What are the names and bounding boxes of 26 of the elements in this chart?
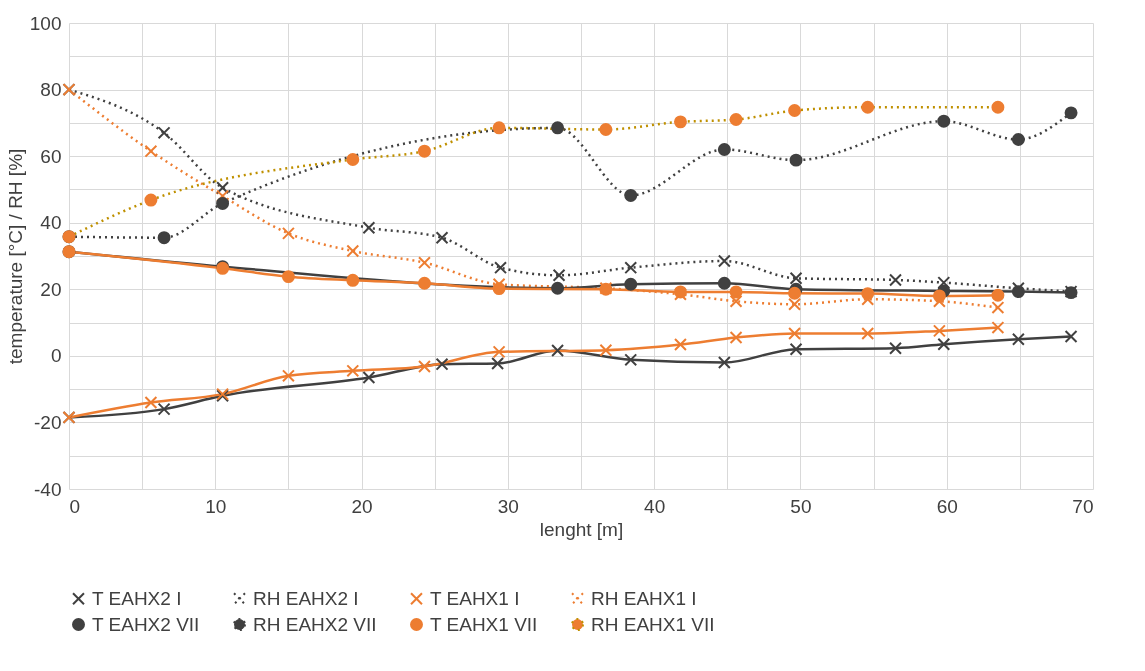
x-tick-label: 20: [351, 495, 373, 517]
x-tick-label: 40: [644, 495, 666, 517]
y-tick-label: -40: [34, 478, 62, 500]
x-tick-label: 0: [69, 495, 81, 517]
legend-label: RH EAHX2 I: [253, 587, 359, 609]
legend-label: T EAHX2 I: [92, 587, 182, 609]
legend-label: T EAHX2 VII: [92, 613, 200, 635]
legend-label: RH EAHX1 VII: [591, 613, 715, 635]
x-tick-label: 70: [1072, 495, 1094, 517]
legend-label: T EAHX1 I: [430, 587, 520, 609]
y-tick-label: 40: [40, 212, 62, 234]
legend-label: RH EAHX1 I: [591, 587, 697, 609]
x-tick-label: 10: [205, 495, 227, 517]
y-tick-label: -20: [34, 411, 62, 433]
legend-label: RH EAHX2 VII: [253, 613, 377, 635]
x-tick-label: 50: [790, 495, 812, 517]
y-tick-label: 20: [40, 278, 62, 300]
y-tick-label: 100: [29, 12, 62, 34]
y-tick-label: 80: [40, 79, 62, 101]
y-tick-label: 60: [40, 145, 62, 167]
x-tick-label: 60: [936, 495, 958, 517]
y-axis-title: temperature [°C] / RH [%]: [4, 148, 26, 365]
x-tick-label: 30: [497, 495, 519, 517]
legend-label: T EAHX1 VII: [430, 613, 538, 635]
x-axis-title: lenght [m]: [539, 518, 624, 540]
y-tick-label: 0: [50, 345, 62, 367]
